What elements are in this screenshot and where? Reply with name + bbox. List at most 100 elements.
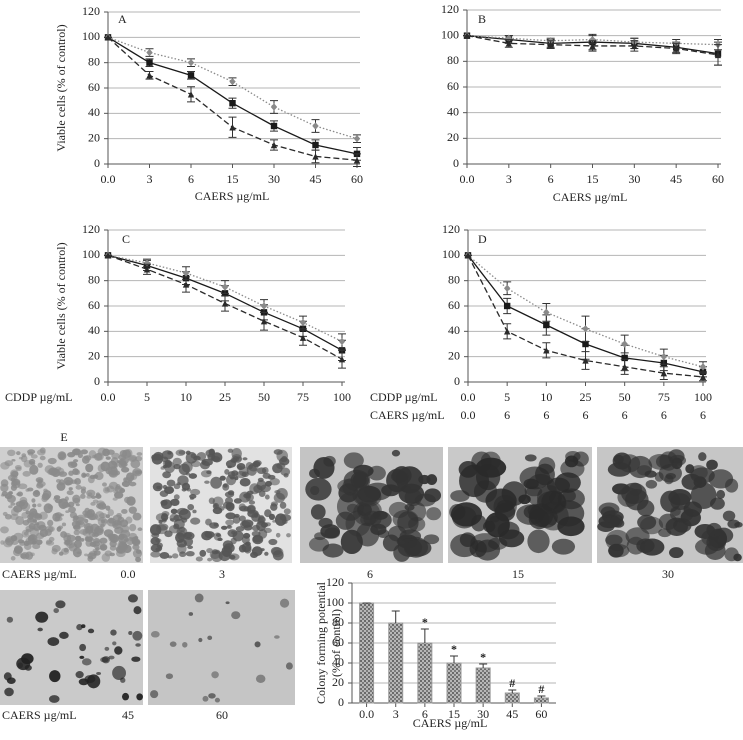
cell-cluster [639, 538, 665, 556]
cell-cluster [209, 522, 220, 529]
micrograph-label: 15 [512, 567, 524, 581]
cell-cluster [162, 484, 168, 490]
cell-cluster [136, 452, 143, 456]
x-tick-label: 45 [310, 172, 322, 186]
cell-cluster [628, 455, 653, 479]
y-axis-label: (% of control) [329, 609, 343, 677]
cell-cluster [45, 540, 55, 546]
cell-cluster [214, 697, 221, 703]
cell-cluster [35, 611, 49, 623]
cell-cluster [108, 655, 115, 660]
cell-cluster [391, 449, 401, 457]
point [582, 357, 589, 364]
cell-cluster [264, 494, 270, 500]
x-tick-label: 75 [658, 390, 670, 404]
point [503, 302, 511, 310]
cell-cluster [698, 452, 707, 461]
point [270, 122, 278, 130]
cell-cluster [65, 479, 71, 486]
cell-cluster [714, 527, 734, 544]
cell-cluster [199, 460, 210, 470]
cell-cluster [39, 528, 49, 538]
cell-cluster [64, 539, 71, 545]
cell-cluster [79, 643, 87, 652]
cell-cluster [48, 695, 60, 703]
x-tick-label: 25 [580, 390, 592, 404]
point [187, 72, 195, 79]
x-tick-label: 25 [219, 390, 231, 404]
cell-cluster [269, 478, 280, 486]
micrograph-label: 0.0 [121, 567, 136, 581]
cell-cluster [318, 517, 333, 528]
cell-cluster [10, 480, 18, 487]
cell-cluster [3, 539, 13, 548]
cell-cluster [270, 501, 279, 507]
cell-cluster [272, 550, 284, 561]
cell-cluster [121, 508, 128, 514]
cell-cluster [80, 488, 86, 494]
cell-cluster [80, 449, 88, 455]
cell-cluster [55, 479, 61, 483]
point [543, 308, 550, 317]
cell-cluster [227, 524, 232, 529]
cell-cluster [160, 499, 168, 506]
cell-cluster [227, 529, 238, 538]
cell-cluster [670, 493, 691, 511]
point [621, 354, 628, 362]
cell-cluster [113, 523, 118, 527]
bar [417, 642, 433, 704]
x-tick-label: 0.0 [461, 390, 476, 404]
cell-cluster [565, 451, 581, 462]
cell-cluster [252, 524, 260, 532]
x-tick-label: 30 [477, 707, 489, 721]
micrograph [300, 447, 443, 563]
point [146, 72, 153, 79]
cell-cluster [346, 503, 359, 513]
cell-cluster [63, 532, 71, 538]
cell-cluster [554, 472, 581, 493]
cell-cluster [220, 525, 228, 530]
cell-cluster [175, 532, 185, 543]
cell-cluster [68, 506, 76, 513]
cell-cluster [69, 511, 78, 519]
cell-cluster [47, 457, 57, 465]
cell-cluster [258, 490, 266, 497]
cell-cluster [252, 535, 263, 543]
y-tick-label: 100 [82, 29, 100, 43]
point [699, 373, 707, 381]
cell-cluster [195, 556, 203, 562]
cell-cluster [251, 530, 261, 537]
cell-cluster [218, 550, 231, 562]
cell-cluster [4, 687, 14, 697]
x-tick-label: 45 [670, 172, 682, 186]
point [270, 141, 278, 149]
point [631, 42, 638, 50]
x-tick-label: 6 [188, 172, 194, 186]
cell-cluster [119, 488, 126, 494]
cell-cluster [343, 452, 364, 469]
cell-cluster [262, 472, 271, 479]
cell-cluster [128, 481, 137, 487]
cell-cluster [274, 490, 281, 494]
cell-cluster [110, 629, 117, 636]
cell-cluster [681, 473, 702, 490]
cell-cluster [17, 483, 28, 490]
cell-cluster [18, 499, 29, 510]
point [229, 100, 236, 107]
x-tick-label: 50 [619, 390, 631, 404]
cell-cluster [2, 511, 8, 516]
cell-cluster [106, 485, 115, 493]
cell-cluster [170, 498, 180, 507]
point [104, 34, 112, 41]
cell-cluster [120, 529, 131, 539]
cell-cluster [189, 497, 194, 500]
y-tick-label: 20 [448, 348, 460, 362]
cell-cluster [122, 449, 132, 459]
y-tick-label: 120 [442, 222, 460, 236]
x-tick-label: 0.0 [101, 172, 116, 186]
cell-cluster [112, 497, 118, 501]
y-axis-label: Viable cells (% of control) [54, 24, 68, 151]
cell-cluster [708, 469, 734, 489]
cell-cluster [229, 554, 236, 560]
